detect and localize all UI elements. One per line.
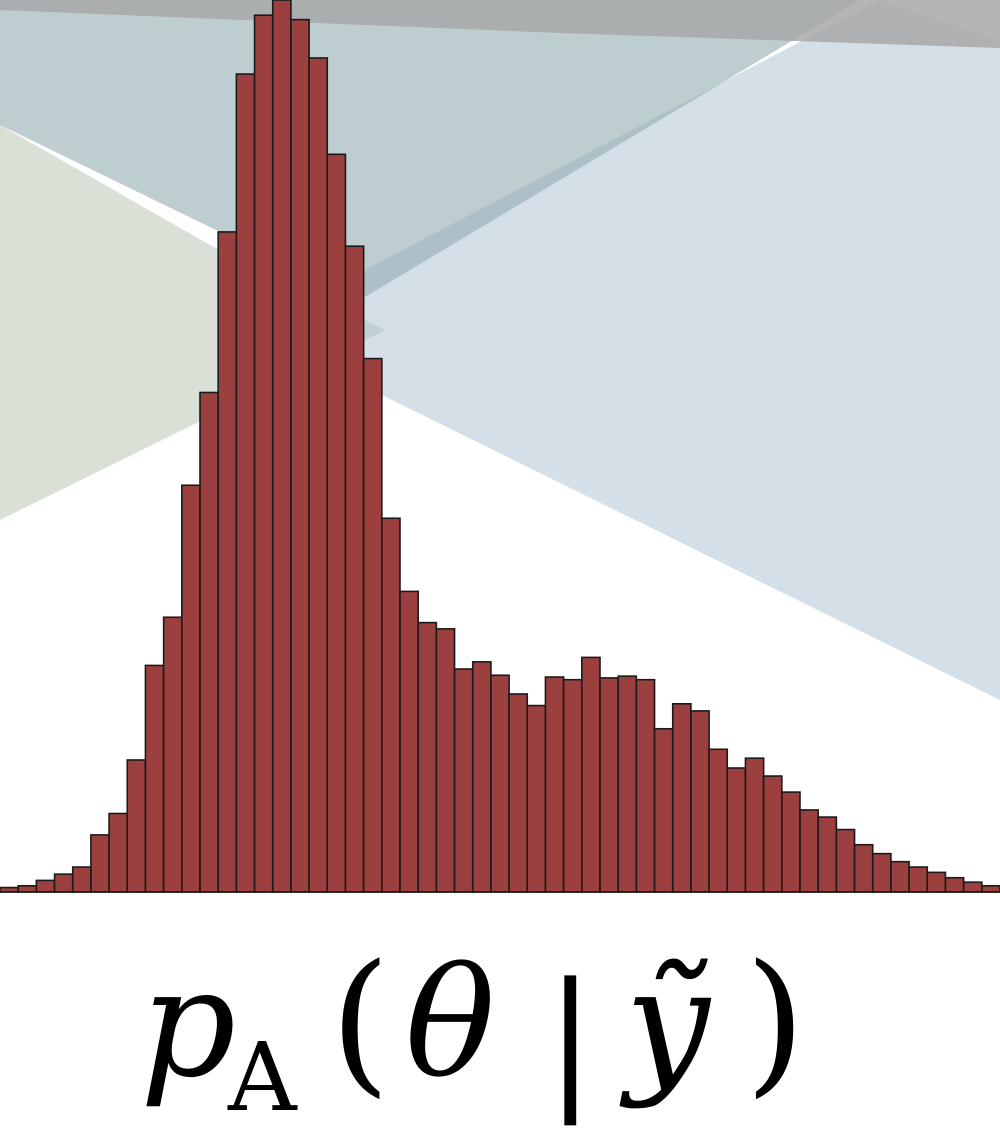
histogram-bar [890,860,910,893]
histogram-bar [490,674,510,893]
label-subscript: A [227,1023,298,1133]
histogram-bar [908,866,929,893]
histogram-bar [326,153,347,893]
histogram-bar [744,757,765,893]
histogram-bar [617,675,638,893]
histogram-bar [526,704,547,893]
histogram-bar [690,710,710,893]
histogram-bar [181,484,201,893]
histogram-bar [581,656,601,893]
histogram-bar [562,678,583,893]
label-open-paren: ( [330,931,390,1112]
background-green-region [0,125,385,520]
histogram-bar [981,884,1000,893]
histogram-bar [144,664,165,893]
histogram-bar [762,775,783,893]
histogram-bar [944,876,965,893]
histogram-bar [635,678,656,893]
histogram-bar [344,245,365,893]
histogram-bar [653,727,674,893]
histogram-bar [162,616,183,893]
histogram-bar [671,702,692,893]
label-p: p [140,937,236,1111]
distribution-label: p A ( θ | ỹ ) [140,931,805,1133]
histogram-bar [71,866,92,893]
histogram-bar [453,668,474,893]
histogram-bar [235,73,256,893]
background-teal-region [0,0,860,300]
histogram-bar [35,879,56,893]
histogram-bar [417,621,438,893]
label-close-paren: ) [745,931,805,1112]
histogram-bar [17,884,38,893]
histogram-bar [199,391,219,893]
histogram-bar [108,812,129,893]
histogram-bar [308,57,329,893]
label-bar: | [545,952,596,1126]
histogram-bar [53,873,74,893]
histogram-bar [217,231,238,893]
label-theta: θ [405,937,495,1111]
histogram-bar [271,0,292,893]
histogram-bar [926,871,947,893]
histogram-bar [962,881,983,893]
histogram-bar [781,791,801,893]
histogram-bar [599,677,619,893]
label-y-tilde: ỹ [619,937,712,1111]
background-regions [0,0,1000,700]
histogram-bar [708,748,729,893]
histogram-bar [799,809,819,893]
histogram-bar [126,759,147,893]
histogram-bar [817,816,838,893]
background-gray-region [0,0,1000,48]
histogram-bar [508,693,529,893]
histogram-bar [544,676,565,893]
histogram-bar [362,357,383,893]
histogram-bar [381,517,401,893]
histogram-bar [835,828,856,893]
histogram-bar [853,843,874,893]
background-blue-region [250,0,1000,700]
histogram-bar [435,628,456,893]
histogram-bar [871,852,892,893]
histogram-bar [90,834,110,893]
histogram-bar [471,661,492,893]
histogram-bar [726,767,747,893]
histogram-bar [253,14,274,893]
histogram-bar [290,18,310,893]
histogram-bar [399,590,419,893]
